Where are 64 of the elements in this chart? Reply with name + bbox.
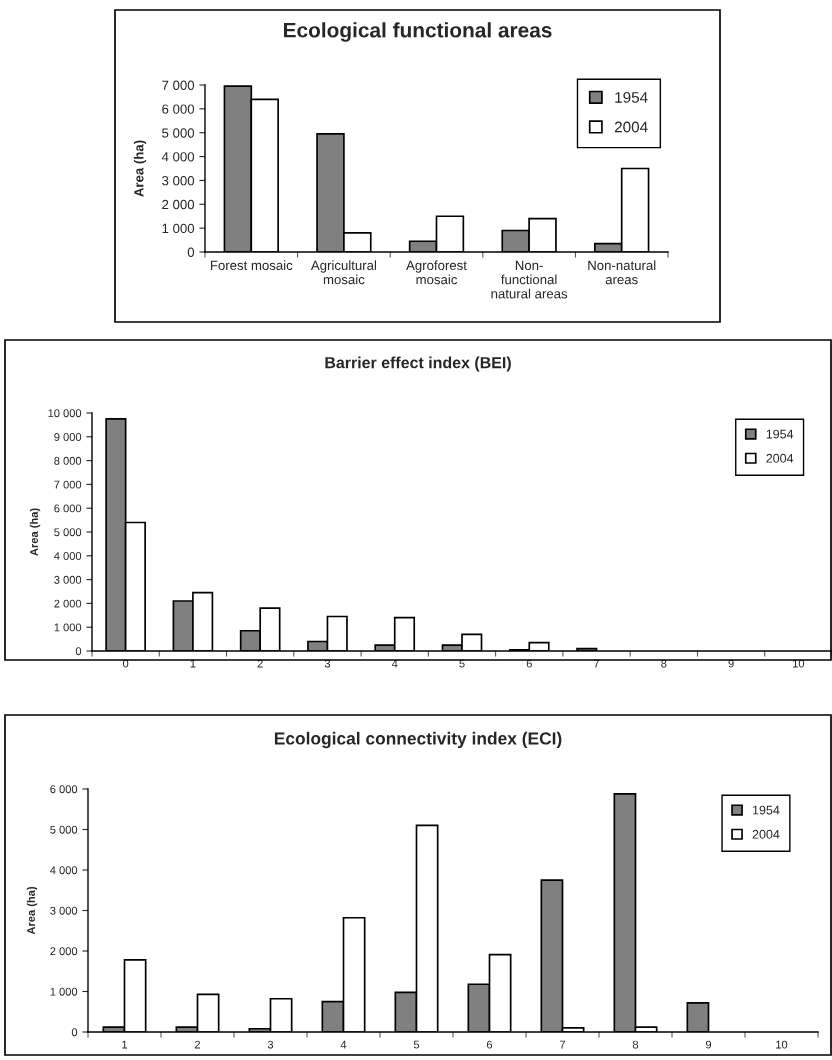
x-tick-label: 10 (776, 1040, 788, 1049)
x-tick-label: 10 (793, 659, 805, 668)
y-tick-label: 3 000 (162, 176, 195, 186)
y-tick-label: 0 (71, 1028, 78, 1037)
x-tick-label: Forest mosaic (210, 260, 293, 271)
x-tick-label: 9 (705, 1040, 712, 1049)
y-tick-label: 6 000 (50, 785, 78, 794)
y-tick-label: 6 000 (54, 504, 82, 513)
legend-label: 2004 (752, 829, 780, 839)
y-tick-label: 8 000 (54, 456, 82, 465)
legend-label: 1954 (766, 429, 794, 439)
x-tick-label: 6 (526, 659, 532, 668)
y-tick-label: 2 000 (54, 599, 82, 608)
x-tick-label: 1 (190, 659, 196, 668)
x-tick-label: 4 (391, 659, 398, 668)
legend-label: 2004 (614, 121, 648, 133)
x-tick-label: 1 (122, 1040, 128, 1049)
y-tick-label: 4 000 (161, 152, 195, 162)
legend-label: 1954 (615, 91, 648, 103)
y-tick-label: 1 000 (50, 987, 78, 996)
y-tick-label: 1 000 (162, 223, 195, 234)
y-axis-title: Area (ha) (26, 886, 38, 935)
x-tick-label: 7 (594, 659, 600, 668)
x-tick-label: Agroforest mosaic (406, 260, 467, 285)
y-tick-label: 5 000 (54, 528, 82, 537)
y-tick-label: 5 000 (50, 825, 78, 834)
legend-label: 2004 (766, 453, 794, 463)
x-tick-label: 9 (728, 659, 734, 668)
x-tick-label: Non-natural areas (588, 260, 656, 285)
y-tick-label: 7 000 (162, 80, 195, 90)
y-tick-label: 0 (187, 247, 195, 257)
x-tick-label: 5 (413, 1040, 420, 1049)
y-tick-label: 3 000 (54, 575, 82, 584)
chart-title: Barrier effect index (BEI) (325, 356, 511, 372)
chart-title: Ecological functional areas (284, 22, 552, 42)
y-tick-label: 5 000 (162, 128, 195, 138)
x-tick-label: Agricultural mosaic (310, 260, 377, 285)
x-tick-label: 4 (340, 1040, 347, 1049)
x-tick-label: 7 (559, 1040, 566, 1049)
x-tick-label: 2 (194, 1040, 201, 1049)
y-tick-label: 4 000 (54, 552, 82, 560)
y-tick-label: 2 000 (162, 199, 195, 210)
x-tick-label: 8 (661, 659, 667, 668)
legend-label: 1954 (753, 805, 780, 815)
y-tick-label: 1 000 (54, 623, 82, 632)
x-tick-label: 5 (459, 659, 465, 668)
y-tick-label: 4 000 (50, 866, 78, 875)
x-tick-label: 0 (122, 659, 129, 668)
y-tick-label: 0 (75, 647, 82, 656)
y-tick-label: 6 000 (162, 104, 195, 114)
y-tick-label: 9 000 (54, 433, 82, 441)
x-tick-label: 2 (257, 659, 263, 668)
x-tick-label: 3 (324, 659, 331, 668)
y-tick-label: 2 000 (50, 947, 78, 956)
x-tick-label: 3 (267, 1040, 274, 1049)
y-tick-label: 10 000 (48, 409, 82, 418)
x-tick-label: Non- functional natural areas (491, 260, 568, 299)
y-axis-title: Area (ha) (133, 140, 147, 197)
chart-title: Ecological connectivity index (ECI) (274, 731, 562, 749)
y-axis-title: Area (ha) (29, 508, 41, 556)
x-tick-label: 8 (632, 1040, 639, 1049)
x-tick-label: 6 (486, 1040, 493, 1049)
y-tick-label: 7 000 (54, 480, 82, 489)
y-tick-label: 3 000 (50, 906, 78, 915)
